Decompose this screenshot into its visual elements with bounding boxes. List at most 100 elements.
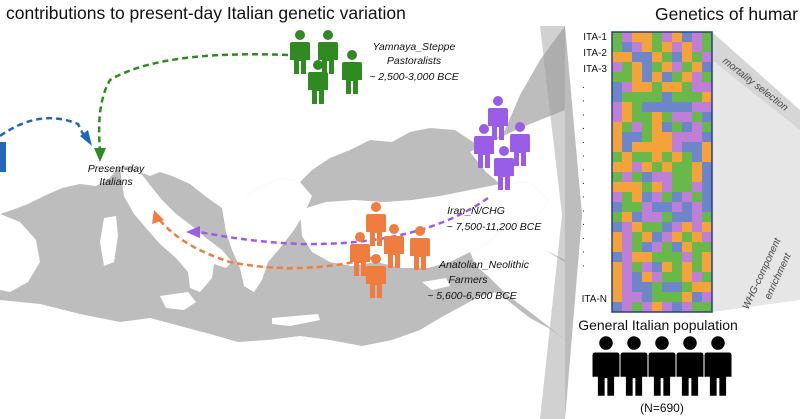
genotype-cell [702, 192, 713, 203]
genotype-cell [662, 82, 673, 93]
genotype-cell [662, 272, 673, 283]
genotype-cell [672, 262, 683, 273]
row-label-ellipsis: . [582, 162, 585, 173]
yamnaya-label-2: Pastoralists [387, 55, 442, 67]
genotype-cell [652, 152, 663, 163]
genotype-cell [622, 182, 633, 193]
genotype-cell [652, 142, 663, 153]
row-label-ellipsis: . [582, 217, 585, 228]
genotype-cell [692, 182, 703, 193]
person-icon [648, 336, 676, 396]
genotype-cell [662, 52, 673, 63]
genotype-cell [672, 152, 683, 163]
genotype-cell [642, 62, 653, 73]
genotype-cell [632, 162, 643, 173]
genotype-cell [692, 102, 703, 113]
genotype-cell [662, 72, 673, 83]
genotype-cell [672, 122, 683, 133]
genotype-cell [652, 112, 663, 123]
anatolian-arrow [157, 217, 373, 270]
sicily-island [160, 292, 196, 310]
row-label-ellipsis: . [582, 107, 585, 118]
iberia-landmass [0, 214, 40, 292]
genotype-cell [652, 32, 663, 43]
whg-people-partial [0, 142, 6, 172]
yamnaya-label-1: Yamnaya_Steppe [373, 41, 456, 53]
genotype-cell [692, 252, 703, 263]
genotype-cell [652, 52, 663, 63]
row-label: ITA-2 [583, 48, 607, 59]
genotype-cell [632, 52, 643, 63]
row-label-ellipsis: . [582, 94, 585, 105]
genotype-cell [612, 222, 623, 233]
genotype-cell [612, 302, 623, 313]
genotype-cell [612, 52, 623, 63]
genotype-cell [662, 152, 673, 163]
genotype-cell [632, 262, 643, 273]
genotype-cell [702, 102, 713, 113]
selection-wedge-top [712, 32, 800, 130]
genotype-cell [672, 192, 683, 203]
genotype-cell [662, 282, 673, 293]
genotype-cell [622, 152, 633, 163]
genotype-cell [682, 302, 693, 313]
person-icon [620, 336, 648, 396]
genotype-cell [642, 152, 653, 163]
genotype-cell [672, 222, 683, 233]
map-panel: Present-day Italians Yamnaya_Steppe Past… [0, 26, 582, 419]
genotype-cell [682, 92, 693, 103]
figure-title-left: contributions to present-day Italian gen… [6, 3, 406, 23]
genotype-cell [682, 152, 693, 163]
genotype-cell [622, 192, 633, 203]
genotype-cell [702, 142, 713, 153]
genotype-cell [662, 132, 673, 143]
genotype-cell [642, 72, 653, 83]
genotype-cell [672, 62, 683, 73]
genotype-cell [682, 242, 693, 253]
genotype-cell [612, 272, 623, 283]
genotype-cell [692, 242, 703, 253]
genotype-cell [612, 242, 623, 253]
genotype-cell [682, 102, 693, 113]
genotype-cell [662, 42, 673, 53]
genotype-cell [612, 152, 623, 163]
genotype-cell [642, 92, 653, 103]
person-icon [592, 336, 620, 396]
genotype-cell [672, 82, 683, 93]
genotype-cell [682, 52, 693, 63]
genotype-cell [632, 292, 643, 303]
levant-landmass [470, 224, 565, 340]
genotype-cell [642, 52, 653, 63]
genotype-cell [632, 212, 643, 223]
genotype-cell [702, 32, 713, 43]
genotype-cell [652, 122, 663, 133]
genotype-cell [632, 102, 643, 113]
row-labels: ITA-1 ITA-2 ITA-3.............. ITA-N [582, 32, 608, 305]
genotype-cell [642, 172, 653, 183]
genotype-cell [662, 202, 673, 213]
genotype-cell [612, 292, 623, 303]
genotype-cell [632, 252, 643, 263]
genotype-cell [672, 52, 683, 63]
genotype-cell [622, 102, 633, 113]
genotype-cell [642, 102, 653, 113]
genotype-cell [622, 242, 633, 253]
population-people-group [592, 336, 732, 396]
genotype-cell [692, 212, 703, 223]
anatolian-label-2: Farmers [448, 274, 488, 286]
italy-peninsula [120, 168, 232, 292]
genotype-cell [672, 282, 683, 293]
genotype-cell [682, 182, 693, 193]
genotype-cell [672, 162, 683, 173]
genotype-cell [632, 132, 643, 143]
genotype-grid-border [611, 31, 713, 313]
genotype-cell [672, 212, 683, 223]
genotype-cell [642, 202, 653, 213]
genotype-cell [662, 112, 673, 123]
genotype-cell [692, 72, 703, 83]
genotype-cell [692, 222, 703, 233]
genotype-cell [632, 202, 643, 213]
genotype-cell [622, 282, 633, 293]
genotype-cell [652, 42, 663, 53]
genotype-cell [652, 92, 663, 103]
